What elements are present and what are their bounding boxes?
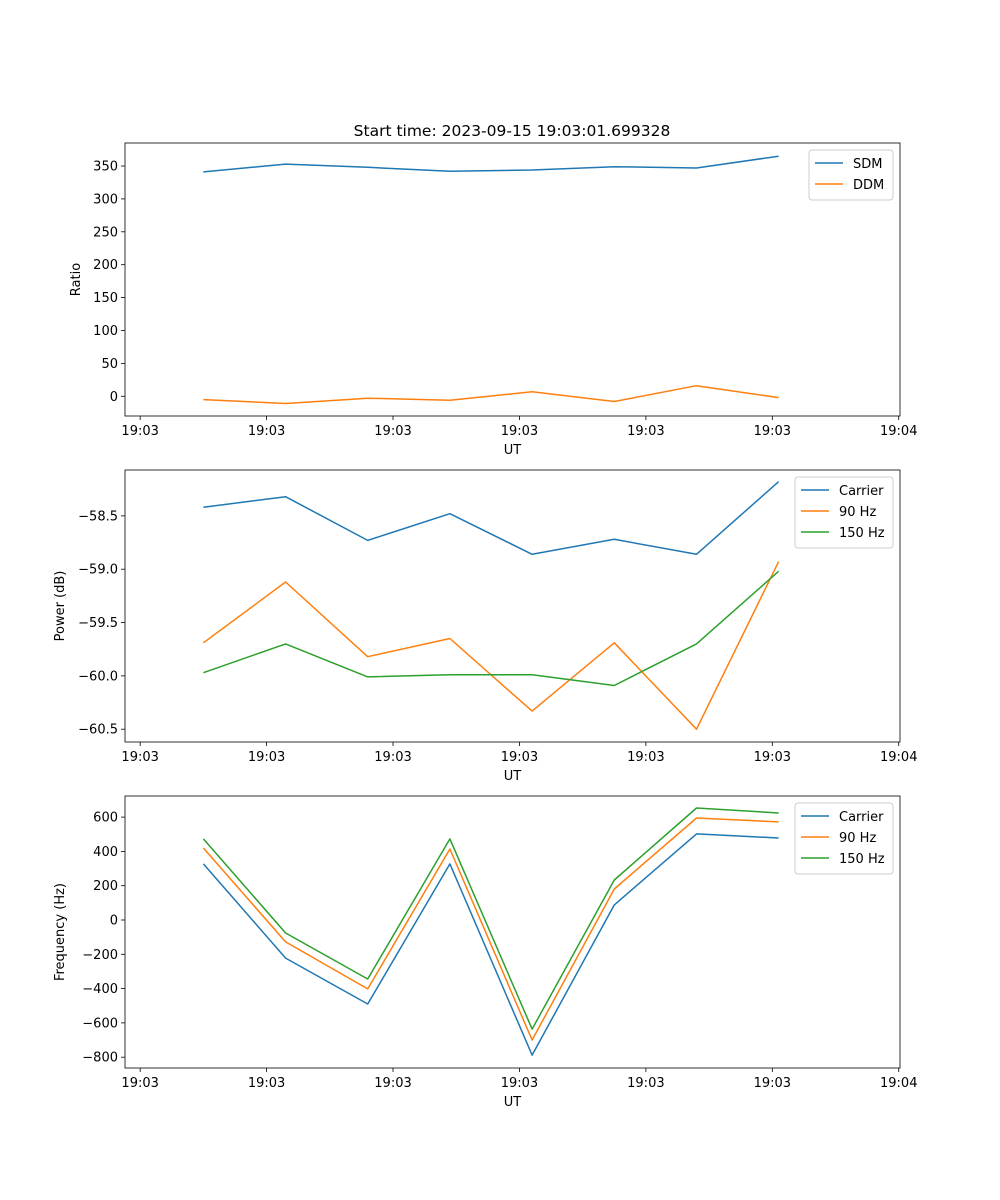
legend: Carrier 90 Hz 150 Hz — [794, 476, 894, 549]
axes-frame — [124, 142, 901, 417]
x-axis-label: UT — [504, 1095, 522, 1110]
legend-box — [794, 476, 894, 549]
x-tick-label: 19:03 — [754, 750, 791, 765]
y-tick-label: 350 — [93, 160, 118, 175]
series-line-150-hz — [203, 570, 780, 687]
x-tick-label: 19:03 — [501, 750, 538, 765]
y-tick-label: 150 — [93, 291, 118, 306]
x-tick-label: 19:03 — [121, 750, 158, 765]
x-tick-label: 19:03 — [374, 750, 411, 765]
legend-label: 150 Hz — [839, 526, 885, 541]
y-tick-label: 0 — [110, 390, 118, 405]
axes-frame — [124, 795, 901, 1069]
x-tick-label: 19:03 — [754, 424, 791, 439]
y-tick-label: −58.5 — [78, 509, 118, 524]
subplot-1: 19:03 19:03 19:03 19:03 19:03 19:03 19:04 0 50 10… — [69, 142, 917, 458]
y-axis-label: Ratio — [69, 263, 84, 296]
x-tick-label: 19:03 — [374, 1076, 411, 1091]
y-tick-label: 50 — [101, 357, 118, 372]
legend-label: Carrier — [839, 810, 884, 825]
legend-label: SDM — [853, 157, 882, 172]
series-line-150-hz — [202, 807, 779, 1030]
y-tick-label: 300 — [93, 192, 118, 207]
y-tick-label: −60.5 — [78, 723, 118, 738]
y-tick-label: 100 — [93, 324, 118, 339]
legend-label: DDM — [853, 178, 884, 193]
axes-frame — [124, 469, 901, 743]
x-tick-label: 19:03 — [248, 1076, 285, 1091]
x-tick-label: 19:04 — [880, 1076, 917, 1091]
y-tick-label: 0 — [110, 913, 118, 928]
x-tick-label: 19:03 — [501, 1076, 538, 1091]
x-tick-label: 19:04 — [880, 424, 917, 439]
series-line-carrier — [203, 481, 780, 556]
y-tick-label: 400 — [93, 845, 118, 860]
x-tick-label: 19:03 — [374, 424, 411, 439]
subplot-2: 19:03 19:03 19:03 19:03 19:03 19:03 19:04 −60.5… — [53, 469, 917, 784]
x-axis-label: UT — [504, 443, 522, 458]
legend-label: 90 Hz — [839, 505, 876, 520]
x-tick-label: 19:03 — [121, 1076, 158, 1091]
legend-label: 150 Hz — [839, 852, 885, 867]
y-tick-label: 600 — [93, 811, 118, 826]
x-tick-label: 19:03 — [501, 424, 538, 439]
x-tick-label: 19:03 — [121, 424, 158, 439]
y-tick-label: −59.0 — [78, 563, 118, 578]
y-tick-label: −400 — [82, 982, 118, 997]
y-tick-label: −600 — [82, 1016, 118, 1031]
y-tick-label: −800 — [82, 1051, 118, 1066]
legend-label: Carrier — [839, 484, 884, 499]
legend-box — [794, 802, 894, 875]
y-tick-label: 200 — [93, 258, 118, 273]
x-tick-label: 19:03 — [627, 1076, 664, 1091]
x-tick-label: 19:04 — [880, 750, 917, 765]
series-line-90-hz — [202, 817, 779, 1041]
y-axis-label: Power (dB) — [53, 571, 68, 642]
legend: Carrier 90 Hz 150 Hz — [794, 802, 894, 875]
y-axis-label: Frequency (Hz) — [53, 883, 68, 981]
series-line-sdm — [203, 155, 779, 173]
x-tick-label: 19:03 — [627, 424, 664, 439]
subplot-3: 19:03 19:03 19:03 19:03 19:03 19:03 19:04 −800 −… — [53, 795, 917, 1110]
y-tick-label: −60.0 — [78, 669, 118, 684]
x-tick-label: 19:03 — [627, 750, 664, 765]
figure-title: Start time: 2023-09-15 19:03:01.699328 — [354, 122, 671, 140]
y-tick-label: 250 — [93, 225, 118, 240]
y-tick-label: −200 — [82, 948, 118, 963]
series-line-carrier — [202, 833, 779, 1056]
x-axis-label: UT — [504, 769, 522, 784]
x-tick-label: 19:03 — [248, 424, 285, 439]
series-line-ddm — [203, 384, 779, 405]
x-tick-label: 19:03 — [248, 750, 285, 765]
legend-label: 90 Hz — [839, 831, 876, 846]
y-tick-label: 200 — [93, 879, 118, 894]
legend: SDM DDM — [808, 149, 894, 201]
y-tick-label: −59.5 — [78, 616, 118, 631]
x-tick-label: 19:03 — [754, 1076, 791, 1091]
